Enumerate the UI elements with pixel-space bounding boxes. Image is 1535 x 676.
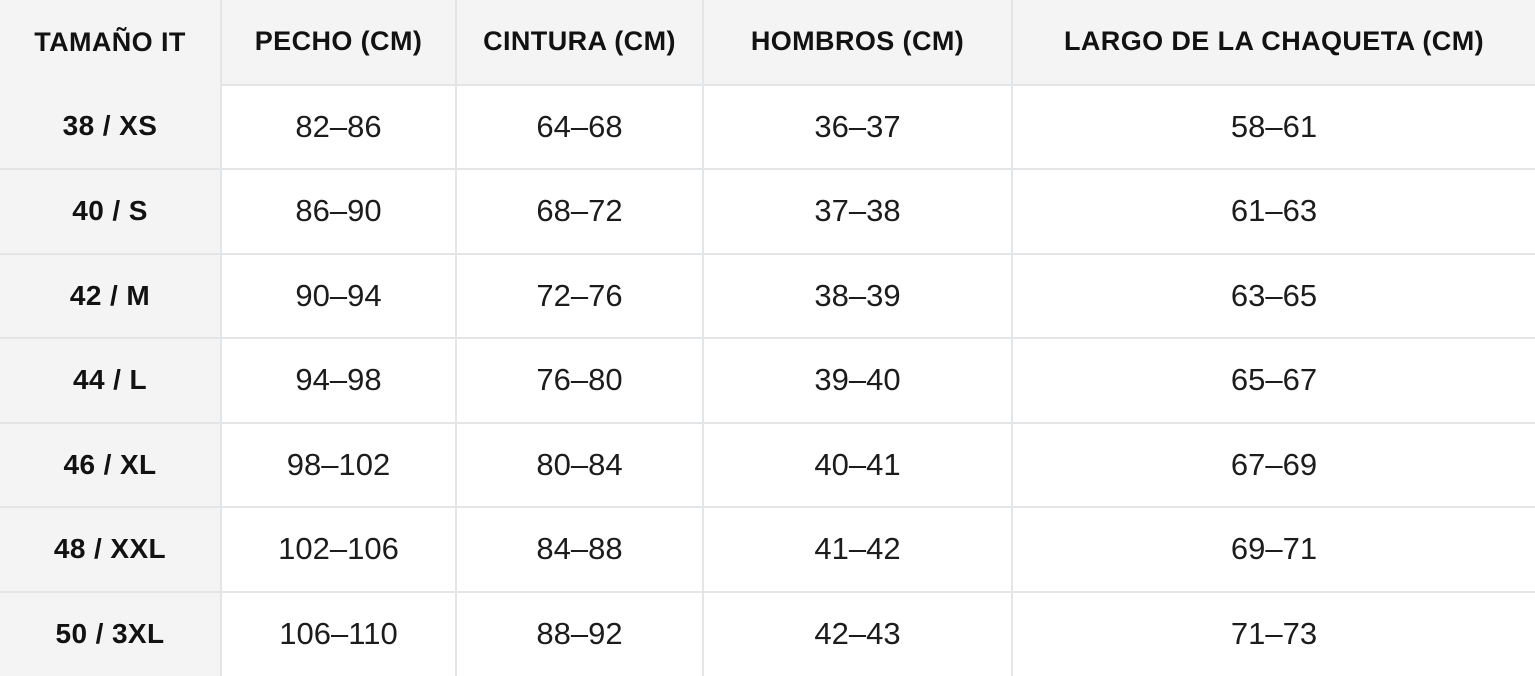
table-row: 42 / M 90–94 72–76 38–39 63–65 bbox=[0, 252, 1535, 339]
table-row: 40 / S 86–90 68–72 37–38 61–63 bbox=[0, 168, 1535, 255]
table-row: 44 / L 94–98 76–80 39–40 65–67 bbox=[0, 337, 1535, 424]
row-header-size: 42 / M bbox=[0, 252, 222, 339]
cell-shoulders: 40–41 bbox=[702, 421, 1013, 508]
cell-jacket-length: 65–67 bbox=[1011, 337, 1535, 424]
cell-jacket-length: 61–63 bbox=[1011, 168, 1535, 255]
table-row: 48 / XXL 102–106 84–88 41–42 69–71 bbox=[0, 506, 1535, 593]
row-header-size: 48 / XXL bbox=[0, 506, 222, 593]
cell-chest: 94–98 bbox=[220, 337, 457, 424]
cell-shoulders: 36–37 bbox=[702, 83, 1013, 170]
cell-shoulders: 42–43 bbox=[702, 590, 1013, 676]
column-header-shoulders: HOMBROS (CM) bbox=[702, 0, 1013, 85]
cell-chest: 90–94 bbox=[220, 252, 457, 339]
cell-shoulders: 39–40 bbox=[702, 337, 1013, 424]
cell-waist: 72–76 bbox=[455, 252, 704, 339]
cell-waist: 68–72 bbox=[455, 168, 704, 255]
row-header-size: 44 / L bbox=[0, 337, 222, 424]
cell-chest: 106–110 bbox=[220, 590, 457, 676]
cell-chest: 98–102 bbox=[220, 421, 457, 508]
cell-jacket-length: 69–71 bbox=[1011, 506, 1535, 593]
table-row: 50 / 3XL 106–110 88–92 42–43 71–73 bbox=[0, 590, 1535, 676]
cell-shoulders: 37–38 bbox=[702, 168, 1013, 255]
row-header-size: 38 / XS bbox=[0, 84, 222, 170]
cell-chest: 82–86 bbox=[220, 83, 457, 170]
column-header-waist: CINTURA (CM) bbox=[455, 0, 704, 85]
cell-chest: 86–90 bbox=[220, 168, 457, 255]
cell-shoulders: 41–42 bbox=[702, 506, 1013, 593]
cell-jacket-length: 63–65 bbox=[1011, 252, 1535, 339]
table-row: 46 / XL 98–102 80–84 40–41 67–69 bbox=[0, 421, 1535, 508]
column-header-size: TAMAÑO IT bbox=[0, 0, 222, 85]
header-row: TAMAÑO IT PECHO (CM) CINTURA (CM) HOMBRO… bbox=[0, 0, 1535, 85]
row-header-size: 40 / S bbox=[0, 168, 222, 255]
cell-jacket-length: 58–61 bbox=[1011, 83, 1535, 170]
cell-jacket-length: 67–69 bbox=[1011, 421, 1535, 508]
cell-waist: 88–92 bbox=[455, 590, 704, 676]
column-header-jacket-length: LARGO DE LA CHAQUETA (CM) bbox=[1011, 0, 1535, 85]
column-header-chest: PECHO (CM) bbox=[220, 0, 457, 85]
row-header-size: 50 / 3XL bbox=[0, 590, 222, 676]
cell-jacket-length: 71–73 bbox=[1011, 590, 1535, 676]
cell-shoulders: 38–39 bbox=[702, 252, 1013, 339]
cell-waist: 64–68 bbox=[455, 83, 704, 170]
cell-chest: 102–106 bbox=[220, 506, 457, 593]
cell-waist: 84–88 bbox=[455, 506, 704, 593]
cell-waist: 76–80 bbox=[455, 337, 704, 424]
cell-waist: 80–84 bbox=[455, 421, 704, 508]
row-header-size: 46 / XL bbox=[0, 421, 222, 508]
table-row: 38 / XS 82–86 64–68 36–37 58–61 bbox=[0, 83, 1535, 170]
